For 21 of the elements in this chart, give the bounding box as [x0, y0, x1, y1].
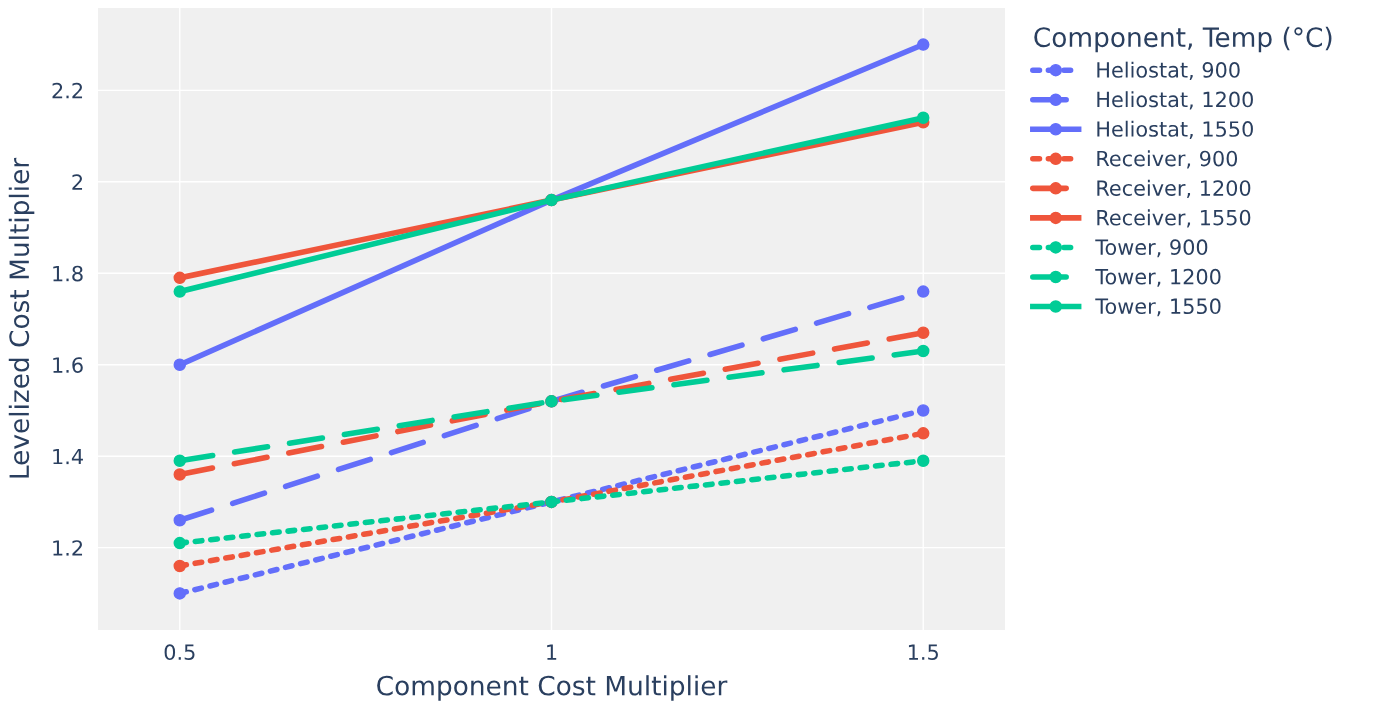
legend-label: Receiver, 1200 [1097, 179, 1251, 199]
y-tick-label: 1.6 [53, 357, 83, 373]
legend-label: Receiver, 900 [1097, 150, 1238, 169]
x-tick-label: 1 [547, 644, 557, 660]
legend-label: Tower, 1550 [1095, 298, 1221, 317]
y-tick-label: 2 [72, 174, 83, 190]
y-axis-title: Levelized Cost Multiplier [8, 157, 35, 478]
x-tick-label: 1.5 [908, 644, 938, 661]
x-tick-label: 0.5 [164, 644, 195, 661]
y-tick-label: 2.2 [52, 82, 83, 99]
legend-label: Heliostat, 1550 [1097, 120, 1253, 139]
x-axis-title: Component Cost Multiplier [377, 675, 728, 701]
legend-label: Receiver, 1550 [1097, 209, 1251, 228]
y-tick-label: 1.2 [53, 540, 83, 556]
y-tick-label: 1.8 [53, 265, 83, 282]
legend-title: Component, Temp (°C) [1034, 26, 1332, 53]
legend-label: Heliostat, 900 [1097, 61, 1240, 80]
legend-label: Heliostat, 1200 [1097, 91, 1253, 110]
legend-label: Tower, 1200 [1095, 268, 1221, 287]
legend-label: Tower, 900 [1095, 239, 1208, 258]
y-tick-label: 1.4 [53, 448, 83, 465]
